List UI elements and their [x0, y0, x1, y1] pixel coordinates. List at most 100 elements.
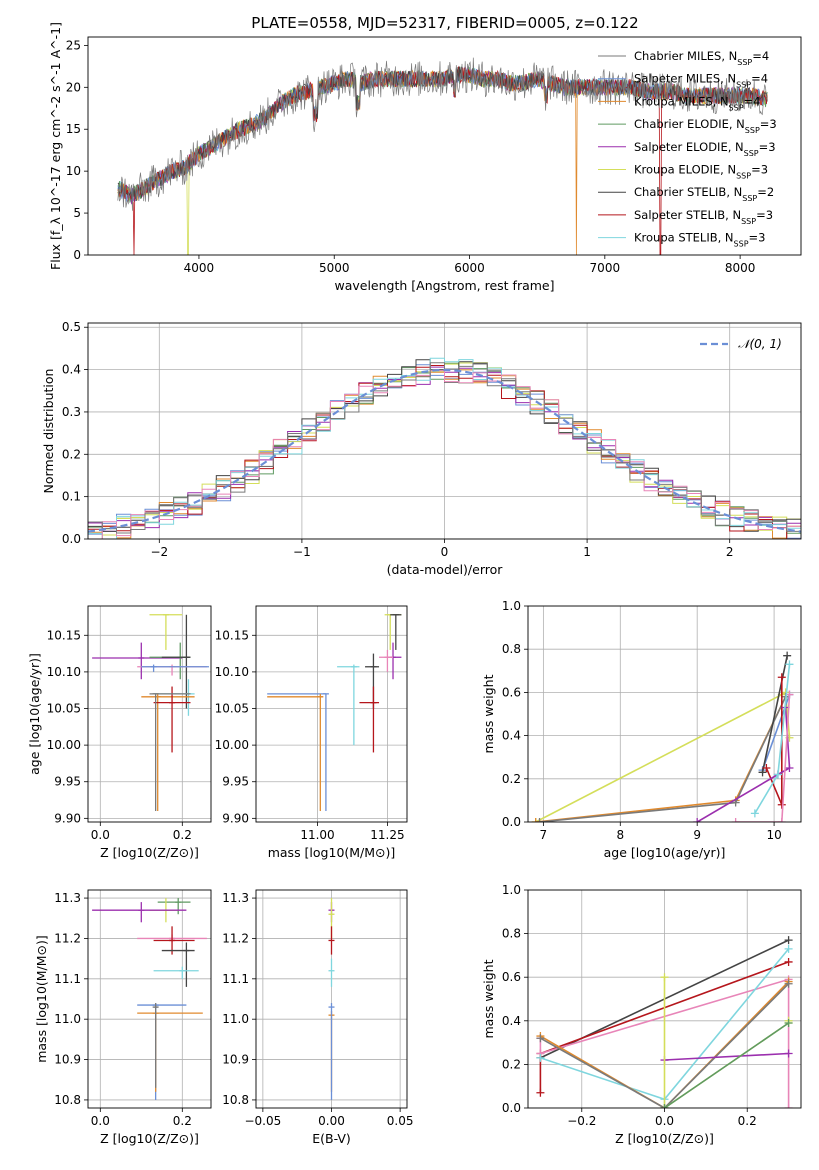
plot-area: [528, 606, 801, 822]
y-tick-label: 9.95: [222, 775, 249, 789]
y-tick-label: 9.90: [54, 811, 81, 825]
legend-value: =4: [744, 94, 761, 108]
legend-entry: Salpeter STELIB, NSSP=3: [634, 208, 773, 226]
axes-frame: [87, 36, 802, 256]
x-tick-label: 11.25: [370, 828, 404, 842]
plus-marker: [784, 944, 793, 953]
axes-age-vs-mass: 11.00 11.25 9.90 9.95 10.00 10.05 10.10 10.15 ma…: [215, 605, 408, 860]
y-tick-label: 15: [66, 122, 81, 136]
y-axis-label: mass weight: [481, 674, 496, 753]
plus-marker: [536, 1053, 545, 1062]
axes-mass-vs-ebv: −0.05 0.00 0.05 10.8 10.9 11.0 11.1 11.2 11.3 E(B…: [222, 889, 413, 1146]
errorbar-point: [149, 693, 191, 812]
errorbar-point: [92, 902, 187, 923]
plus-marker: [784, 936, 793, 945]
plus-marker: [535, 818, 544, 822]
plus-marker: [531, 818, 540, 822]
plot-area: [256, 606, 407, 822]
legend-entry: Chabrier ELODIE, NSSP=3: [634, 117, 777, 135]
legend-entry: Chabrier STELIB, NSSP=2: [634, 185, 774, 203]
legend-entry: Chabrier MILES, NSSP=4: [634, 49, 769, 67]
plus-marker: [660, 1104, 669, 1108]
x-tick-label: 0.2: [173, 828, 192, 842]
x-tick-label: 11.00: [300, 828, 334, 842]
weight-line-extra-pink: [735, 694, 791, 822]
y-tick-label: 0.6: [502, 685, 521, 699]
legend-subscript: SSP: [734, 239, 749, 248]
legend-entry: Salpeter ELODIE, NSSP=3: [634, 140, 776, 158]
y-tick-label: 0.3: [62, 405, 81, 419]
y-tick-label: 11.0: [54, 1012, 81, 1026]
axes-frame: [527, 605, 802, 823]
x-tick-label: 0.2: [738, 1114, 757, 1128]
plus-marker: [784, 1104, 793, 1108]
y-tick-label: 0.0: [502, 815, 521, 829]
axes-residuals: −2 −1 0 1 2 0.0 0.1 0.2 0.3 0.4 0.5 (data-model)/er…: [41, 320, 802, 577]
x-tick-label: 0: [441, 545, 449, 559]
x-axis-label: Z [log10(Z/Z⊙)]: [615, 1131, 714, 1146]
x-tick-label: 8000: [725, 261, 756, 275]
x-tick-label: 5000: [319, 261, 350, 275]
x-tick-label: 0.0: [91, 828, 110, 842]
errorbar-point: [141, 664, 209, 672]
spectrum-legend: Chabrier MILES, NSSP=4 Salpeter MILES, NS…: [598, 49, 777, 248]
plus-marker: [783, 651, 792, 660]
y-tick-label: 10.15: [47, 628, 81, 642]
axes-frame: [87, 605, 212, 823]
errorbar-point: [153, 686, 191, 753]
legend-entry: Kroupa STELIB, NSSP=3: [634, 231, 765, 249]
axes-weight-vs-z: −0.2 0.0 0.2 0.0 0.2 0.4 0.6 0.8 1.0 Z [log10(Z/Z…: [481, 883, 802, 1146]
y-tick-label: 1.0: [502, 599, 521, 613]
y-tick-label: 10: [66, 164, 81, 178]
x-axis-label: mass [log10(M/M⊙)]: [268, 845, 396, 860]
y-tick-label: 10.9: [222, 1053, 249, 1067]
spectrum-line-chabrier-miles: [117, 57, 768, 211]
y-tick-label: 0: [73, 248, 81, 262]
panels: 4000 5000 6000 7000 80000510152025wavelength…: [27, 22, 802, 1146]
errorbar-point: [157, 898, 191, 915]
x-axis-label: age [log10(age/yr)]: [604, 845, 726, 860]
y-tick-label: 0.6: [502, 970, 521, 984]
y-tick-label: 11.3: [222, 891, 249, 905]
weight-line-salpeter-elodie: [664, 1052, 789, 1061]
axes-mass-vs-z: 0.0 0.2 10.8 10.9 11.0 11.1 11.2 11.3 Z [log10(Z…: [34, 889, 212, 1146]
legend-value: =4: [751, 72, 768, 86]
errorbar-point: [328, 958, 335, 987]
y-tick-label: 5: [73, 206, 81, 220]
y-tick-label: 9.90: [222, 811, 249, 825]
y-tick-label: 20: [66, 80, 81, 94]
legend-entry: Salpeter MILES, NSSP=4: [634, 72, 768, 90]
plus-marker: [777, 800, 786, 809]
plus-marker: [758, 768, 767, 777]
errorbar-point: [161, 942, 195, 987]
y-tick-label: 10.05: [215, 702, 249, 716]
y-tick-label: 11.1: [54, 972, 81, 986]
y-tick-label: 11.1: [222, 972, 249, 986]
plus-marker: [536, 1088, 545, 1097]
y-tick-label: 10.10: [47, 665, 81, 679]
x-tick-label: 0.0: [91, 1114, 110, 1128]
errorbar-point: [267, 693, 329, 812]
spectrum-line-chabrier-stelib: [117, 66, 768, 201]
axes-age-vs-z: 0.0 0.2 9.90 9.95 10.00 10.05 10.10 10.15 Z [log…: [27, 605, 212, 860]
y-tick-label: 0.4: [502, 729, 521, 743]
y-axis-label: mass weight: [481, 959, 496, 1038]
weight-line-chabrier-miles: [540, 983, 790, 1108]
plus-marker: [773, 770, 782, 779]
y-tick-label: 10.10: [215, 665, 249, 679]
plot-area: [256, 890, 407, 1108]
errorbar-point: [153, 926, 195, 955]
y-tick-label: 10.05: [47, 702, 81, 716]
y-tick-label: 0.4: [62, 363, 81, 377]
legend-subscript: SSP: [736, 171, 751, 180]
plus-marker: [784, 957, 793, 966]
y-axis-label: mass [log10(M/M⊙)]: [34, 935, 49, 1063]
x-tick-label: 8: [616, 828, 624, 842]
legend-subscript: SSP: [737, 58, 752, 67]
y-tick-label: 0.0: [502, 1101, 521, 1115]
weight-line-chabrier-elodie: [664, 1022, 790, 1108]
x-tick-label: 2: [726, 545, 734, 559]
plus-marker: [750, 809, 759, 818]
y-tick-label: 0.5: [62, 320, 81, 334]
y-axis-label: Normed distribution: [41, 369, 56, 494]
